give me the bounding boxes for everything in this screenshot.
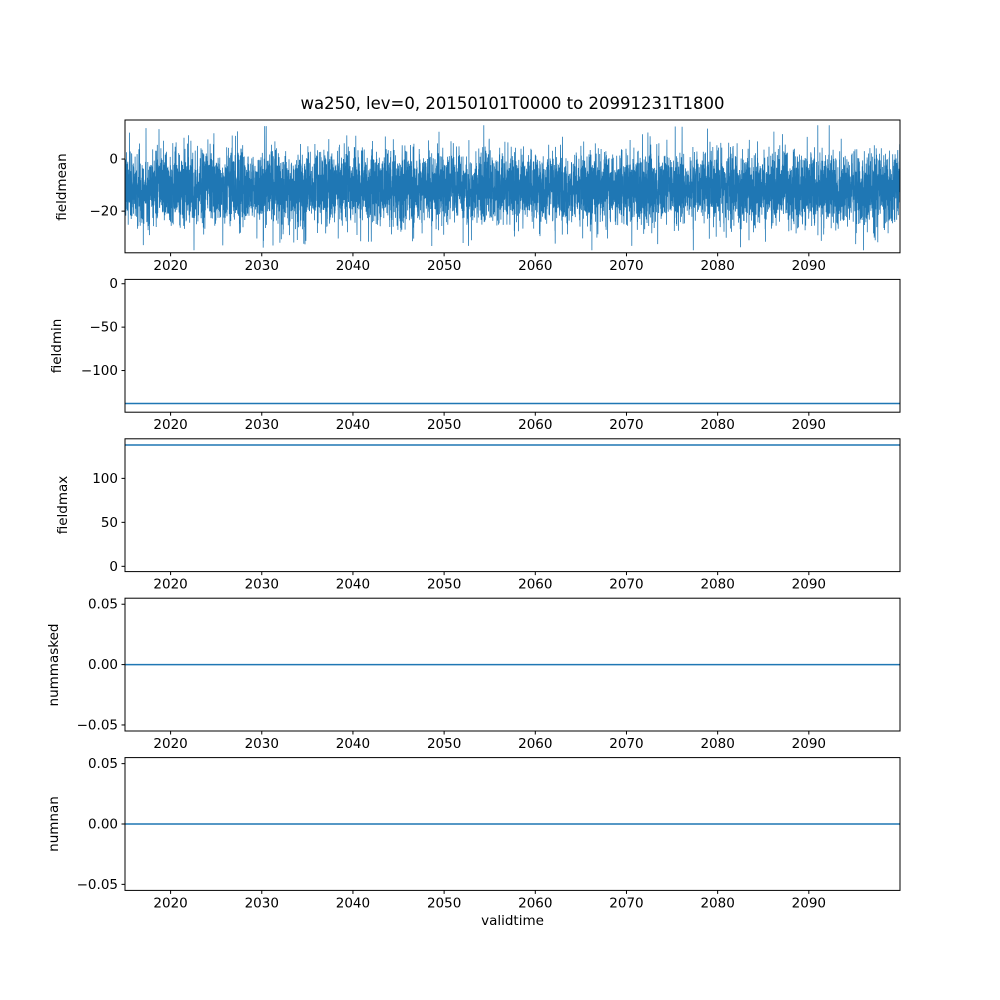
- x-tick-label: 2070: [609, 258, 643, 274]
- x-tick-label: 2070: [609, 736, 643, 752]
- x-tick-label: 2060: [518, 258, 552, 274]
- x-tick-label: 2070: [609, 895, 643, 911]
- x-tick-label: 2030: [245, 258, 279, 274]
- x-tick-label: 2090: [792, 577, 826, 593]
- x-tick-label: 2050: [427, 577, 461, 593]
- x-tick-label: 2040: [336, 895, 370, 911]
- y-tick-label: −50: [90, 320, 119, 336]
- x-tick-label: 2020: [153, 895, 187, 911]
- x-tick-label: 2020: [153, 417, 187, 433]
- x-tick-label: 2060: [518, 895, 552, 911]
- subplot-nummasked: 2020 2030 2040 2050 2060 2070 2080 2090 0.05 0.00…: [77, 597, 901, 752]
- x-tick-label: 2060: [518, 577, 552, 593]
- x-tick-label: 2070: [609, 577, 643, 593]
- y-tick-label: 0.05: [88, 597, 118, 613]
- y-tick-label: 0: [109, 559, 118, 575]
- x-tick-label: 2090: [792, 736, 826, 752]
- axes-frame: [124, 119, 901, 254]
- subplot-fieldmean: 2020 2030 2040 2050 2060 2070 2080 2090 0 −20: [90, 119, 901, 274]
- x-tick-label: 2040: [336, 417, 370, 433]
- y-tick-label: 0: [109, 276, 118, 292]
- y-tick-label: 0: [109, 152, 118, 168]
- x-tick-label: 2020: [153, 577, 187, 593]
- x-axis-label: validtime: [481, 913, 544, 929]
- x-tick-label: 2030: [245, 895, 279, 911]
- x-tick-label: 2080: [700, 258, 734, 274]
- y-tick-label: 100: [92, 471, 118, 487]
- y-tick-label: 0.05: [88, 756, 118, 772]
- x-tick-label: 2030: [245, 736, 279, 752]
- x-tick-label: 2020: [153, 258, 187, 274]
- x-tick-label: 2080: [700, 736, 734, 752]
- y-axis-label-fieldmean: fieldmean: [54, 153, 70, 221]
- x-tick-label: 2040: [336, 736, 370, 752]
- x-tick-label: 2090: [792, 895, 826, 911]
- y-tick-label: 50: [101, 515, 118, 531]
- subplot-fieldmin: 2020 2030 2040 2050 2060 2070 2080 2090 0 −50 −100: [81, 276, 901, 433]
- x-tick-label: 2040: [336, 577, 370, 593]
- y-axis-label-fieldmin: fieldmin: [49, 318, 65, 374]
- subplot-fieldmax: 2020 2030 2040 2050 2060 2070 2080 2090 0 50 100: [92, 438, 901, 593]
- x-tick-label: 2020: [153, 736, 187, 752]
- x-tick-label: 2080: [700, 577, 734, 593]
- x-tick-label: 2080: [700, 417, 734, 433]
- x-tick-label: 2040: [336, 258, 370, 274]
- y-tick-label: 0.00: [88, 817, 118, 833]
- x-tick-label: 2050: [427, 895, 461, 911]
- x-tick-label: 2050: [427, 417, 461, 433]
- figure-title: wa250, lev=0, 20150101T0000 to 20991231T…: [300, 94, 725, 113]
- y-axis-label-numnan: numnan: [46, 796, 62, 852]
- axes-frame: [124, 278, 901, 413]
- y-tick-label: −0.05: [77, 877, 118, 893]
- y-tick-label: 0.00: [88, 657, 118, 673]
- series-fieldmean: [124, 125, 901, 251]
- x-tick-label: 2030: [245, 577, 279, 593]
- x-tick-label: 2090: [792, 258, 826, 274]
- y-tick-label: −20: [90, 204, 119, 220]
- axes-frame: [124, 438, 901, 573]
- x-tick-label: 2060: [518, 417, 552, 433]
- x-tick-label: 2050: [427, 258, 461, 274]
- x-tick-label: 2080: [700, 895, 734, 911]
- x-tick-label: 2050: [427, 736, 461, 752]
- subplot-numnan: 2020 2030 2040 2050 2060 2070 2080 2090 0.05 0.00…: [77, 756, 901, 911]
- x-tick-label: 2070: [609, 417, 643, 433]
- y-tick-label: −0.05: [77, 717, 118, 733]
- y-tick-label: −100: [81, 363, 118, 379]
- x-tick-label: 2060: [518, 736, 552, 752]
- x-tick-label: 2030: [245, 417, 279, 433]
- y-axis-label-nummasked: nummasked: [46, 623, 62, 707]
- x-tick-label: 2090: [792, 417, 826, 433]
- y-axis-label-fieldmax: fieldmax: [55, 475, 71, 535]
